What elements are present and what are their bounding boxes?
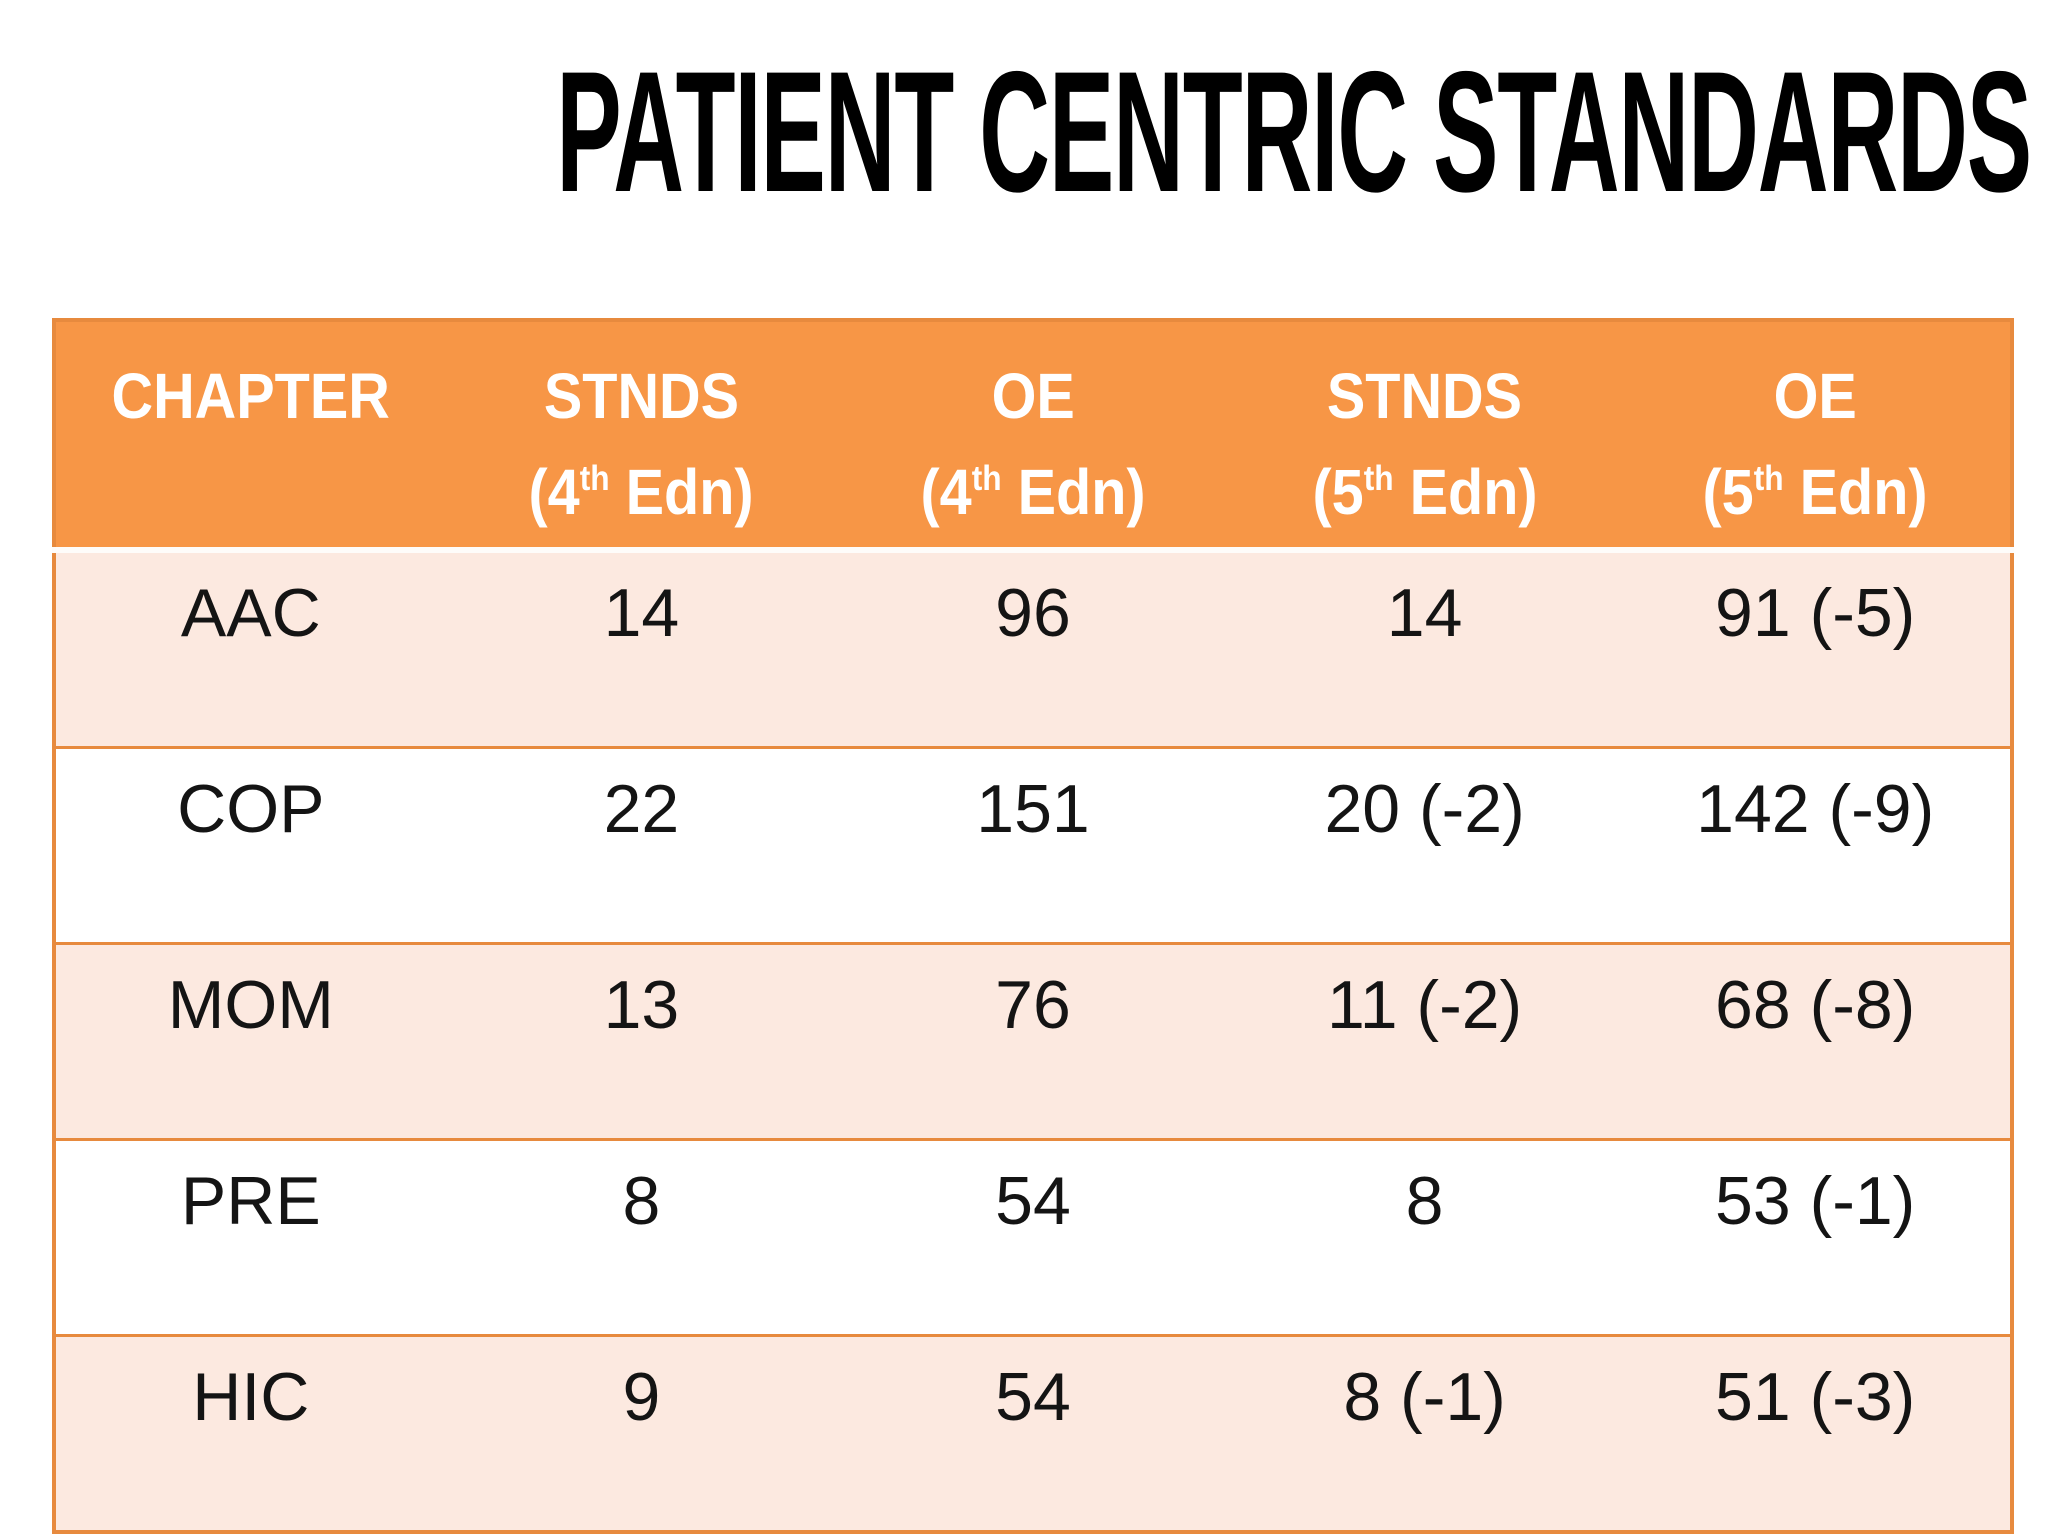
cell-stnds-4th: 22	[445, 746, 838, 944]
cell-oe-4th: 151	[837, 746, 1229, 944]
cell-stnds-4th: 13	[445, 942, 838, 1140]
table-row-mom: MOM 13 76 11 (-2) 68 (-8)	[54, 942, 2012, 1140]
cell-oe-5th: 91 (-5)	[1620, 550, 2012, 748]
cell-stnds-4th: 8	[445, 1138, 838, 1336]
cell-oe-5th: 53 (-1)	[1620, 1138, 2012, 1336]
cell-chapter: AAC	[54, 550, 446, 748]
cell-oe-4th: 54	[837, 1334, 1229, 1532]
cell-stnds-4th: 14	[445, 550, 838, 748]
cell-stnds-4th: 9	[445, 1334, 838, 1532]
cell-stnds-5th: 8	[1228, 1138, 1621, 1336]
cell-oe-5th: 51 (-3)	[1620, 1334, 2012, 1532]
page-title-text: PATIENT CENTRIC STANDARDS	[556, 36, 2032, 228]
table-row-pre: PRE 8 54 8 53 (-1)	[54, 1138, 2012, 1336]
table-header-row: CHAPTER STNDS (4th Edn) OE (4th Edn) STN…	[54, 320, 2012, 553]
table-body: AAC 14 96 14 91 (-5) COP 22 151 20 (-2) …	[54, 550, 2012, 1532]
column-header-stnds-5th: STNDS (5th Edn)	[1228, 320, 1621, 553]
column-header-label: CHAPTER	[111, 360, 391, 432]
table-row-aac: AAC 14 96 14 91 (-5)	[54, 550, 2012, 748]
cell-oe-4th: 96	[837, 550, 1229, 748]
cell-chapter: PRE	[54, 1138, 446, 1336]
cell-oe-4th: 76	[837, 942, 1229, 1140]
cell-oe-4th: 54	[837, 1138, 1229, 1336]
column-header-stnds-4th: STNDS (4th Edn)	[445, 320, 838, 553]
column-header-edition: (5th Edn)	[1702, 456, 1928, 528]
cell-stnds-5th: 14	[1228, 550, 1621, 748]
column-header-chapter: CHAPTER	[54, 320, 446, 553]
column-header-edition: (5th Edn)	[1312, 456, 1538, 528]
column-header-oe-4th: OE (4th Edn)	[837, 320, 1229, 553]
table-header: CHAPTER STNDS (4th Edn) OE (4th Edn) STN…	[54, 320, 2012, 553]
cell-chapter: MOM	[54, 942, 446, 1140]
column-header-label: OE	[1773, 360, 1857, 432]
column-header-oe-5th: OE (5th Edn)	[1620, 320, 2012, 553]
cell-stnds-5th: 11 (-2)	[1228, 942, 1621, 1140]
column-header-label: OE	[991, 360, 1075, 432]
cell-chapter: HIC	[54, 1334, 446, 1532]
cell-stnds-5th: 20 (-2)	[1228, 746, 1621, 944]
table-row-hic: HIC 9 54 8 (-1) 51 (-3)	[54, 1334, 2012, 1532]
column-header-edition: (4th Edn)	[528, 456, 754, 528]
table-row-cop: COP 22 151 20 (-2) 142 (-9)	[54, 746, 2012, 944]
cell-chapter: COP	[54, 746, 446, 944]
cell-stnds-5th: 8 (-1)	[1228, 1334, 1621, 1532]
column-header-label: STNDS	[1326, 360, 1523, 432]
page-title: PATIENT CENTRIC STANDARDS	[0, 46, 2048, 218]
cell-oe-5th: 142 (-9)	[1620, 746, 2012, 944]
standards-table: CHAPTER STNDS (4th Edn) OE (4th Edn) STN…	[52, 318, 2014, 1534]
column-header-edition: (4th Edn)	[920, 456, 1146, 528]
cell-oe-5th: 68 (-8)	[1620, 942, 2012, 1140]
column-header-label: STNDS	[543, 360, 739, 432]
